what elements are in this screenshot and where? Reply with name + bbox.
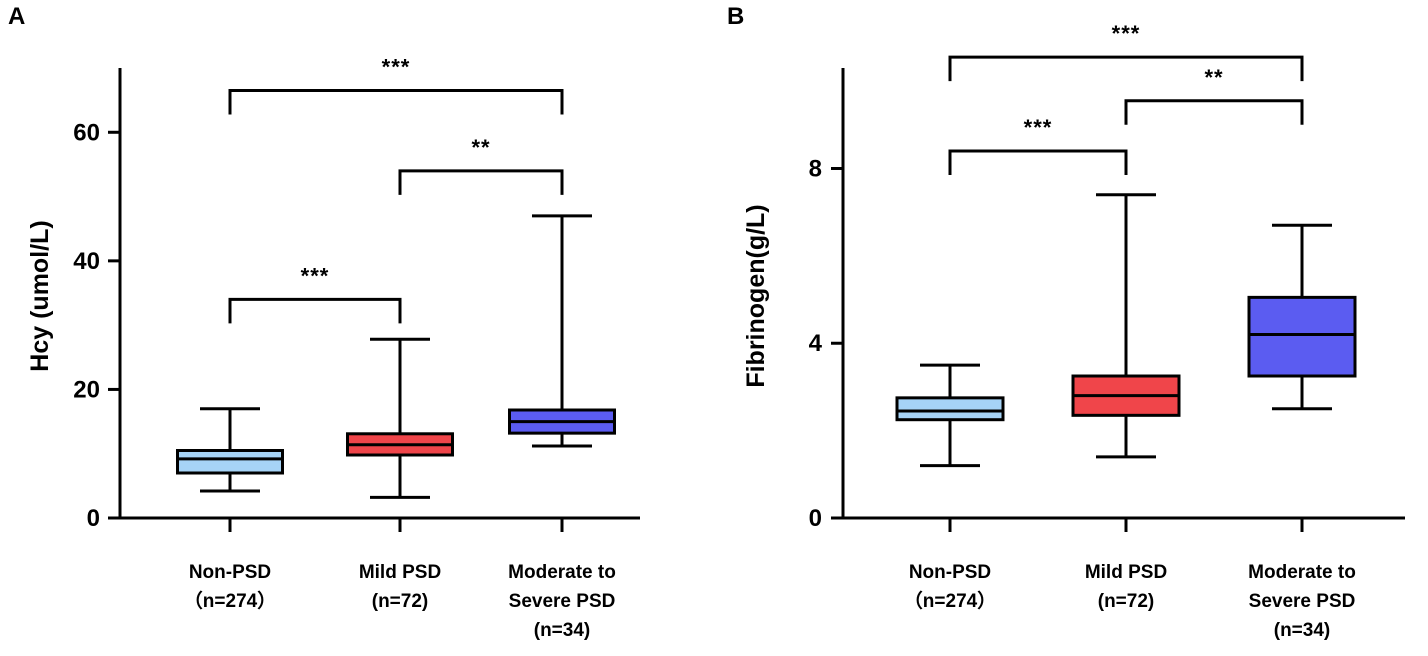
significance-label: *** <box>301 263 330 288</box>
significance-label: ** <box>1204 65 1223 90</box>
bracket-line <box>228 89 564 115</box>
y-axis-title: Fibrinogen(g/L) <box>742 204 770 387</box>
x-category-label: (n=72) <box>1098 591 1155 612</box>
bracket-line <box>948 149 1128 176</box>
box-1 <box>895 363 1005 468</box>
x-category-label: (n=72) <box>372 591 429 612</box>
x-category-label: （n=274） <box>184 589 276 612</box>
significance-bracket: ** <box>1124 65 1304 125</box>
y-tick-label: 0 <box>87 505 100 532</box>
chart-panel-b: B 0 4 8 Fibrinogen(g/L) Non-PSD （n=274） Mild PS… <box>727 3 1405 641</box>
x-category-label: Severe PSD <box>1249 591 1356 612</box>
significance-bracket: *** <box>228 263 402 324</box>
panel-letter: B <box>727 3 744 30</box>
x-category-label: Mild PSD <box>1085 562 1167 583</box>
x-category-label: Severe PSD <box>509 591 616 612</box>
y-tick-label: 4 <box>809 330 823 357</box>
box-2 <box>346 337 454 499</box>
box-iqr <box>895 396 1005 422</box>
x-category-label: Mild PSD <box>359 562 441 583</box>
y-tick-label: 0 <box>809 505 822 532</box>
x-category-label: （n=274） <box>904 589 996 612</box>
box-3 <box>508 214 616 448</box>
significance-bracket: *** <box>948 115 1128 176</box>
y-axis-title: Hcy (umol/L) <box>26 220 54 371</box>
box-3 <box>1247 223 1357 411</box>
y-tick-label: 60 <box>73 119 100 146</box>
y-tick-label: 40 <box>73 248 100 275</box>
x-category-label: (n=34) <box>1274 620 1331 641</box>
x-category-label: Non-PSD <box>909 562 991 583</box>
panel-letter: A <box>8 3 25 30</box>
x-category-label: (n=34) <box>534 620 591 641</box>
x-category-label: Moderate to <box>1248 562 1356 583</box>
bracket-line <box>948 55 1304 82</box>
y-tick-label: 20 <box>73 376 100 403</box>
significance-bracket: ** <box>398 135 564 195</box>
significance-bracket: *** <box>948 21 1304 82</box>
box-iqr <box>176 449 284 475</box>
significance-label: ** <box>471 135 490 160</box>
bracket-line <box>228 297 402 324</box>
bracket-line <box>1124 99 1304 125</box>
x-category-label: Non-PSD <box>189 562 271 583</box>
significance-bracket: *** <box>228 55 564 115</box>
bracket-line <box>398 169 564 195</box>
y-tick-label: 8 <box>809 155 822 182</box>
box-1 <box>176 407 284 493</box>
significance-label: *** <box>1024 115 1053 140</box>
significance-label: *** <box>1112 21 1141 46</box>
box-2 <box>1071 193 1181 459</box>
x-category-label: Moderate to <box>508 562 616 583</box>
significance-label: *** <box>382 55 411 80</box>
chart-panel-a: A 0 20 40 60 Hcy (umol/L) Non-PSD （n=274） Mild P… <box>8 3 640 641</box>
box-iqr <box>1247 295 1357 378</box>
